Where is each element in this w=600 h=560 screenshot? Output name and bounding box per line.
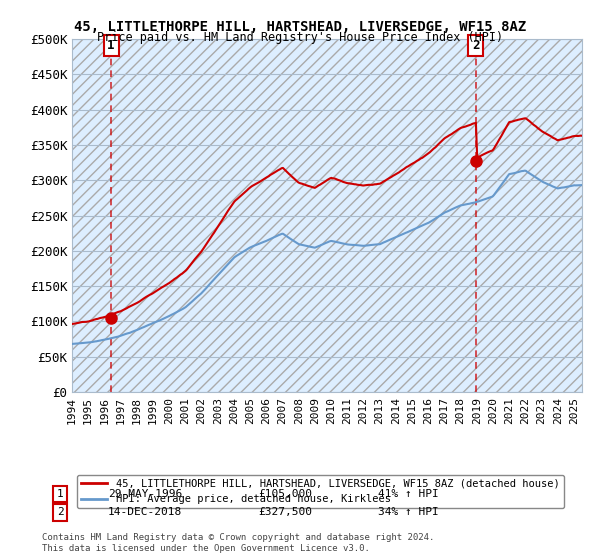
Text: 2: 2 [56, 507, 64, 517]
Text: 1: 1 [56, 489, 64, 499]
Text: £105,000: £105,000 [258, 489, 312, 499]
Text: Contains HM Land Registry data © Crown copyright and database right 2024.
This d: Contains HM Land Registry data © Crown c… [42, 533, 434, 553]
Legend: 45, LITTLETHORPE HILL, HARTSHEAD, LIVERSEDGE, WF15 8AZ (detached house), HPI: Av: 45, LITTLETHORPE HILL, HARTSHEAD, LIVERS… [77, 475, 563, 508]
Text: Price paid vs. HM Land Registry's House Price Index (HPI): Price paid vs. HM Land Registry's House … [97, 31, 503, 44]
Text: 45, LITTLETHORPE HILL, HARTSHEAD, LIVERSEDGE, WF15 8AZ: 45, LITTLETHORPE HILL, HARTSHEAD, LIVERS… [74, 20, 526, 34]
Text: 41% ↑ HPI: 41% ↑ HPI [378, 489, 439, 499]
Text: 29-MAY-1996: 29-MAY-1996 [108, 489, 182, 499]
Text: 1: 1 [107, 39, 115, 52]
Text: 34% ↑ HPI: 34% ↑ HPI [378, 507, 439, 517]
Text: £327,500: £327,500 [258, 507, 312, 517]
Text: 2: 2 [472, 39, 480, 52]
Text: 14-DEC-2018: 14-DEC-2018 [108, 507, 182, 517]
